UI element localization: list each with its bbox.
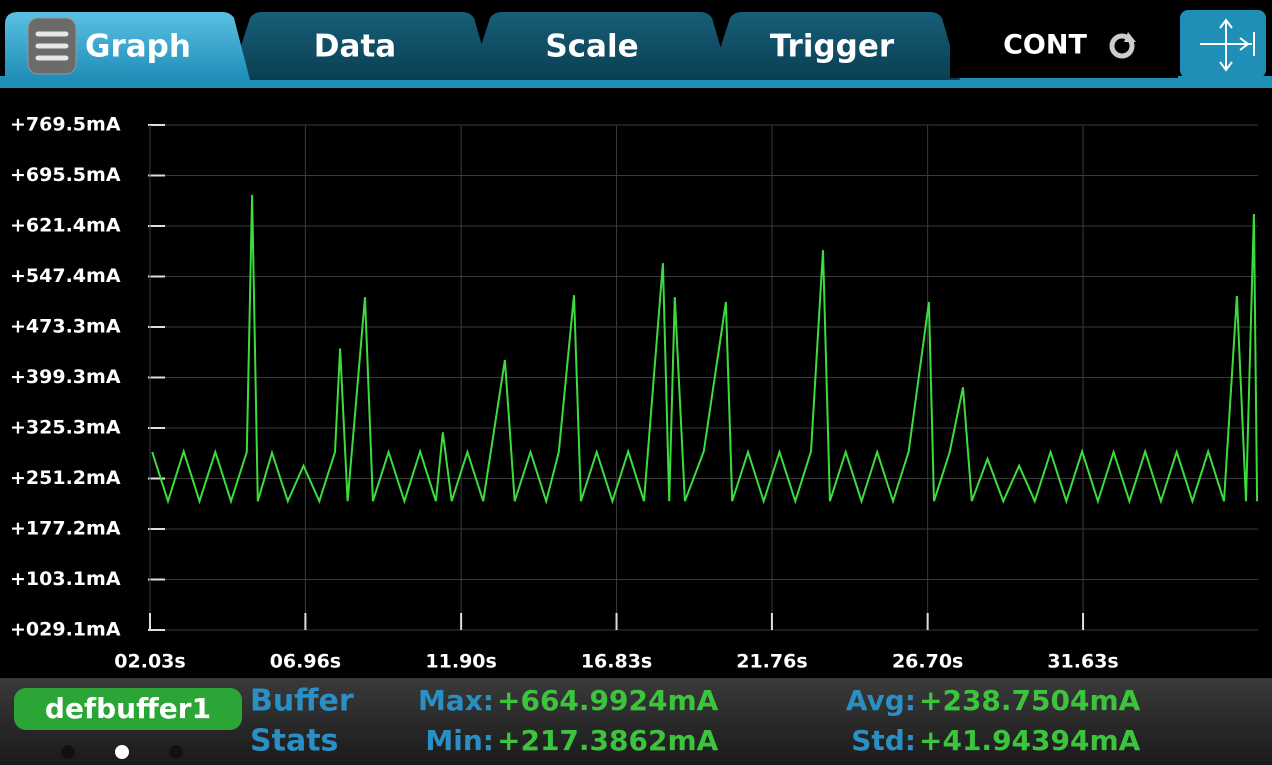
- page-dot: [61, 745, 75, 759]
- stat-value: +664.9924mA: [497, 684, 719, 717]
- stat-value: +238.7504mA: [919, 684, 1141, 717]
- stat-label: Std:: [851, 724, 916, 757]
- y-tick-label: +103.1mA: [10, 568, 121, 590]
- x-tick-label: 06.96s: [270, 651, 341, 673]
- y-tick-label: +621.4mA: [10, 215, 121, 237]
- x-tick-label: 21.76s: [736, 651, 807, 673]
- tab-label: Trigger: [770, 29, 895, 65]
- stat-label: Avg:: [846, 684, 916, 717]
- tab-label: Graph: [85, 29, 191, 65]
- x-tick-label: 31.63s: [1047, 651, 1118, 673]
- y-tick-label: +325.3mA: [10, 416, 121, 438]
- graph: +029.1mA +103.1mA +177.2mA +251.2mA +325.3mA…: [10, 114, 1259, 673]
- cont-area[interactable]: [950, 12, 1178, 78]
- tab-trigger[interactable]: [710, 12, 960, 80]
- tab-scale[interactable]: [470, 12, 730, 80]
- y-tick-label: +769.5mA: [10, 114, 121, 136]
- stats-title: Buffer: [250, 684, 354, 719]
- page-dot: [169, 745, 183, 759]
- tab-label: Data: [314, 29, 396, 65]
- y-tick-label: +177.2mA: [10, 517, 121, 539]
- stat-label: Min:: [425, 724, 494, 757]
- trigger-mode: CONT: [1003, 30, 1087, 61]
- buffer-name: defbuffer1: [45, 692, 211, 725]
- y-tick-label: +695.5mA: [10, 164, 121, 186]
- stat-value: +41.94394mA: [919, 724, 1141, 757]
- x-tick-label: 02.03s: [114, 651, 185, 673]
- tab-label: Scale: [545, 29, 638, 65]
- y-tick-label: +251.2mA: [10, 467, 121, 489]
- buffer-button[interactable]: [14, 688, 242, 730]
- stat-label: Max:: [418, 684, 494, 717]
- trace: [151, 194, 1259, 505]
- y-tick-label: +029.1mA: [10, 619, 121, 641]
- tab-data[interactable]: [230, 12, 492, 80]
- y-tick-label: +473.3mA: [10, 316, 121, 338]
- stat-value: +217.3862mA: [497, 724, 719, 757]
- x-tick-label: 26.70s: [892, 651, 963, 673]
- y-tick-label: +547.4mA: [10, 265, 121, 287]
- x-tick-label: 16.83s: [581, 651, 652, 673]
- pan-icon: [1200, 18, 1255, 72]
- x-tick-label: 11.90s: [425, 651, 496, 673]
- menu-icon: [35, 31, 69, 61]
- refresh-icon: [1109, 32, 1136, 59]
- stats-title: Stats: [250, 724, 338, 759]
- y-tick-label: +399.3mA: [10, 366, 121, 388]
- page-dot: [115, 745, 129, 759]
